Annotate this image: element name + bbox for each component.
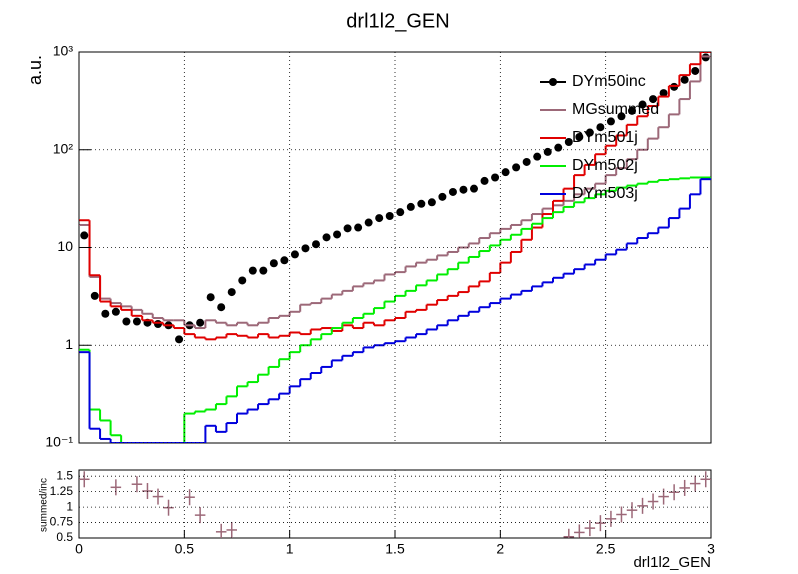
ratio-plot bbox=[79, 471, 711, 538]
legend-label: DYm501j bbox=[572, 129, 638, 146]
data-point bbox=[354, 223, 363, 232]
data-point bbox=[269, 259, 278, 268]
x-tick-label: 0 bbox=[75, 541, 83, 557]
data-point bbox=[680, 75, 689, 84]
data-point bbox=[417, 199, 426, 208]
legend-label: DYm503j bbox=[572, 185, 638, 202]
chart-title: drl1l2_GEN bbox=[346, 10, 449, 32]
data-point bbox=[290, 250, 299, 259]
y-tick-label: 10³ bbox=[53, 43, 74, 59]
data-point bbox=[575, 133, 584, 142]
data-point bbox=[364, 218, 373, 227]
data-point bbox=[606, 117, 615, 126]
legend-label: DYm502j bbox=[572, 157, 638, 174]
step-connector bbox=[88, 177, 691, 443]
ratio-y-tick-label: 0.5 bbox=[56, 530, 73, 544]
data-point bbox=[617, 112, 626, 121]
data-point bbox=[406, 202, 415, 211]
data-point bbox=[196, 318, 205, 327]
data-point bbox=[154, 319, 162, 328]
data-point bbox=[533, 152, 542, 161]
data-point bbox=[491, 173, 500, 182]
data-point bbox=[564, 138, 573, 147]
step-connector bbox=[88, 179, 702, 443]
data-point bbox=[459, 185, 468, 194]
data-point bbox=[512, 163, 521, 172]
ratio-y-tick-label: 1.5 bbox=[56, 468, 73, 482]
data-point bbox=[248, 266, 257, 275]
data-point bbox=[217, 303, 226, 312]
data-point bbox=[659, 89, 668, 98]
legend-label: MGsummed bbox=[572, 101, 659, 118]
data-point bbox=[585, 128, 594, 137]
data-point bbox=[375, 214, 384, 223]
x-tick-label: 1 bbox=[286, 541, 294, 557]
data-point bbox=[385, 212, 394, 221]
data-point bbox=[80, 231, 89, 240]
data-point bbox=[101, 309, 110, 318]
data-point bbox=[691, 66, 700, 75]
legend-label: DYm50inc bbox=[572, 73, 646, 90]
data-point bbox=[280, 256, 289, 265]
data-point bbox=[554, 143, 563, 152]
data-point bbox=[259, 266, 268, 275]
y-axis-label: a.u. bbox=[25, 55, 45, 85]
x-axis-label: drl1l2_GEN bbox=[633, 554, 711, 571]
data-point bbox=[596, 123, 605, 132]
x-tick-label: 2.5 bbox=[596, 541, 616, 557]
data-point bbox=[522, 157, 531, 166]
data-point bbox=[543, 147, 552, 156]
data-point bbox=[175, 335, 184, 344]
data-point bbox=[301, 244, 310, 253]
x-tick-label: 3 bbox=[707, 541, 715, 557]
y-tick-label: 1 bbox=[65, 336, 73, 352]
ratio-y-tick-label: 1.25 bbox=[50, 484, 74, 498]
x-tick-label: 0.5 bbox=[175, 541, 195, 557]
ratio-y-tick-label: 0.75 bbox=[50, 515, 74, 529]
y-tick-label: 10 bbox=[57, 238, 73, 254]
data-point bbox=[333, 230, 342, 239]
data-point bbox=[227, 288, 236, 297]
data-point bbox=[238, 276, 247, 285]
x-tick-label: 2 bbox=[496, 541, 504, 557]
data-point bbox=[122, 317, 131, 326]
x-tick-label: 1.5 bbox=[385, 541, 405, 557]
data-point bbox=[501, 168, 510, 177]
y-tick-label: 10² bbox=[53, 140, 74, 156]
data-point bbox=[480, 176, 489, 185]
ratio-frame bbox=[78, 469, 712, 539]
data-point bbox=[322, 233, 331, 242]
ratio-y-label: summed/inc bbox=[39, 478, 50, 532]
data-point bbox=[448, 187, 457, 196]
data-point bbox=[649, 95, 658, 104]
data-point bbox=[312, 240, 320, 249]
data-point bbox=[111, 307, 120, 316]
data-point bbox=[343, 224, 352, 233]
legend-marker bbox=[549, 78, 557, 86]
data-point bbox=[470, 184, 478, 193]
data-point bbox=[90, 291, 99, 300]
data-point bbox=[206, 293, 215, 302]
data-point bbox=[638, 100, 647, 109]
ratio-y-tick-label: 1 bbox=[66, 499, 73, 513]
y-tick-label: 10⁻¹ bbox=[45, 434, 73, 450]
data-point bbox=[396, 208, 405, 217]
data-point bbox=[628, 106, 636, 115]
data-point bbox=[132, 317, 141, 326]
data-point bbox=[438, 192, 447, 201]
data-point bbox=[427, 198, 436, 207]
